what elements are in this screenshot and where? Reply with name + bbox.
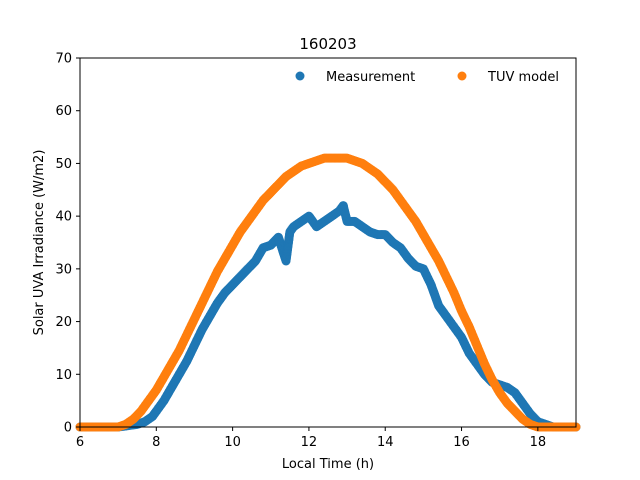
x-tick-label: 6 [76,435,84,450]
y-tick-label: 20 [55,315,72,330]
y-tick-label: 50 [55,157,72,172]
plot-frame [79,57,577,428]
x-tick-label: 8 [152,435,160,450]
x-tick-label: 12 [301,435,318,450]
legend: Measurement TUV model [295,70,559,85]
y-tick-label: 40 [55,210,72,225]
y-tick-label: 0 [64,421,72,436]
series-layer [75,153,581,432]
legend-label-tuv-model: TUV model [487,70,559,85]
chart-title: 160203 [299,35,356,53]
legend-marker-measurement [295,71,305,81]
legend-label-measurement: Measurement [326,70,415,85]
x-tick-label: 14 [377,435,394,450]
x-tick-label: 10 [224,435,241,450]
x-tick-label: 18 [530,435,547,450]
x-tick-label: 16 [453,435,470,450]
series-tuv-model [75,153,581,432]
y-tick-label: 70 [55,52,72,67]
y-tick-label: 60 [55,104,72,119]
ticks-layer: 6 8 10 12 14 16 18 0 10 20 30 40 50 60 70 [55,52,546,451]
x-axis-label: Local Time (h) [282,457,374,472]
y-axis-label: Solar UVA Irradiance (W/m2) [32,150,47,336]
y-tick-label: 10 [55,368,72,383]
legend-marker-tuv-model [457,71,467,81]
y-tick-label: 30 [55,262,72,277]
